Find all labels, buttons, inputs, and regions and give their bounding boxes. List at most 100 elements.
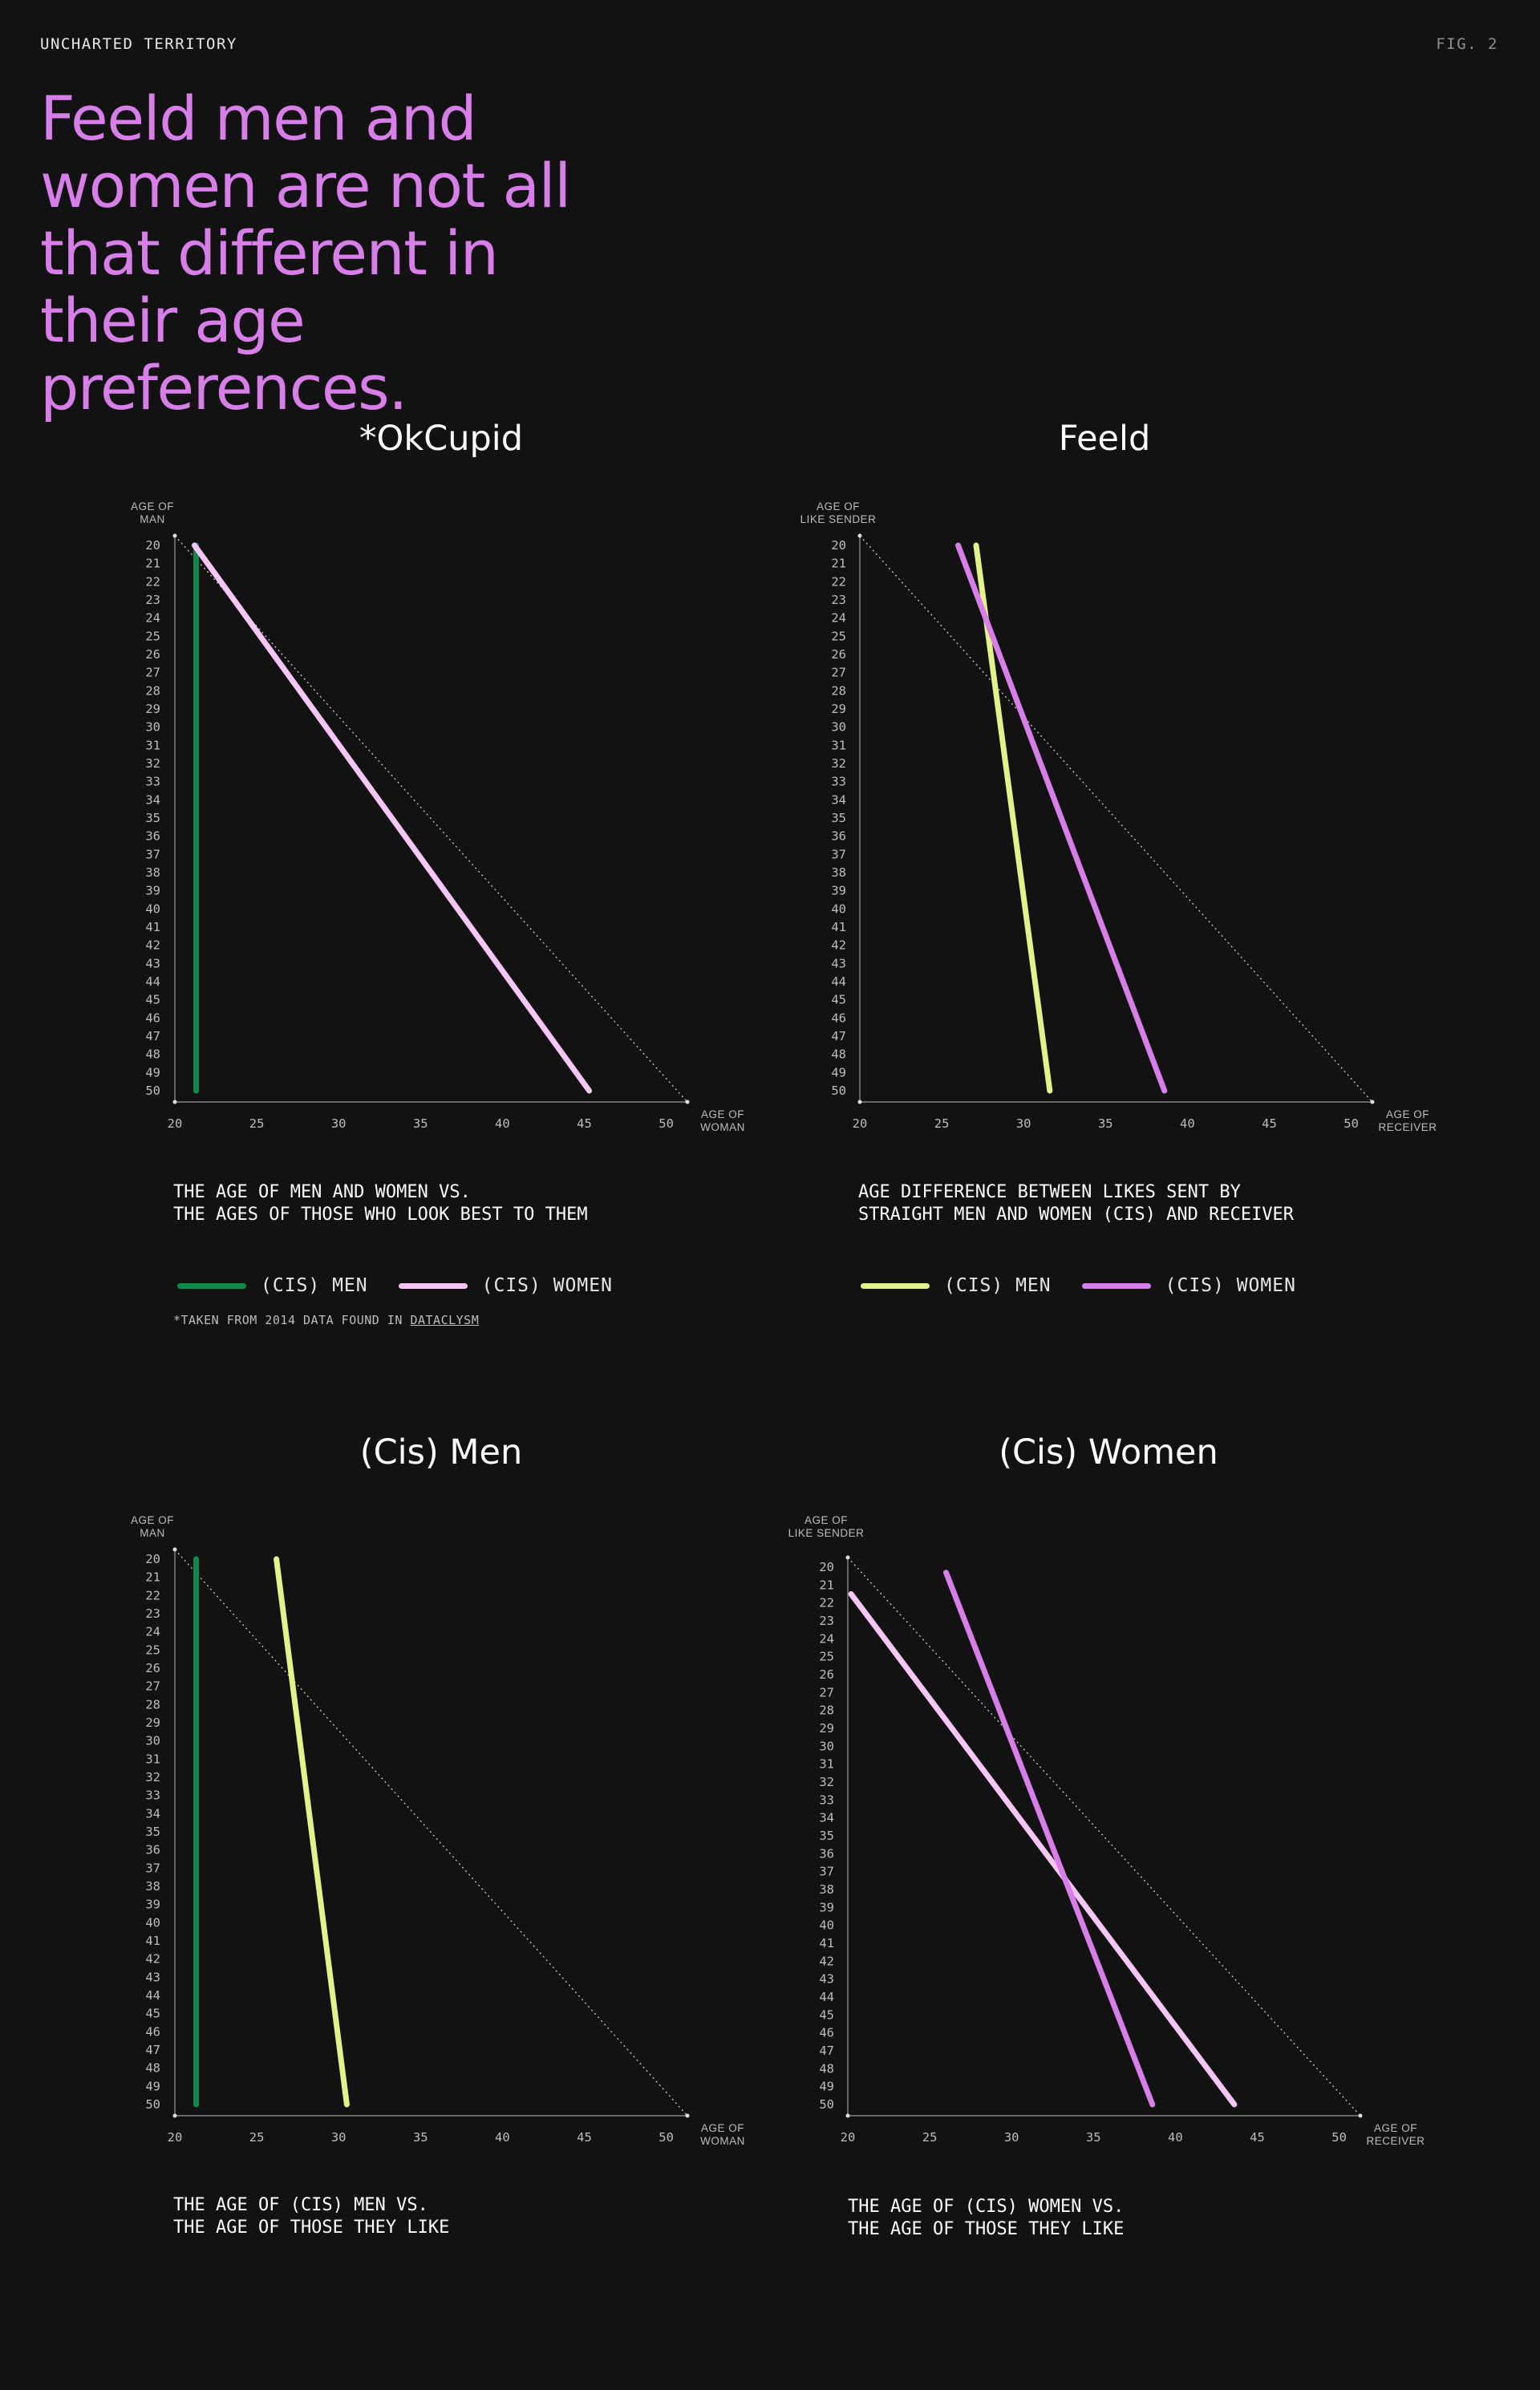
y-tick-label: 30 (145, 720, 160, 735)
y-tick-label: 46 (831, 1011, 846, 1025)
y-tick-label: 32 (145, 1770, 160, 1784)
y-tick-label: 39 (145, 1898, 160, 1912)
x-axis-end-dot (1370, 1100, 1375, 1104)
y-tick-label: 42 (831, 938, 846, 953)
y-tick-label: 45 (819, 2007, 834, 2022)
series-line-1 (192, 542, 593, 1094)
y-tick-label: 27 (819, 1685, 834, 1699)
x-tick-label: 50 (1331, 2130, 1347, 2145)
x-tick-label: 20 (168, 1116, 183, 1131)
y-tick-label: 48 (831, 1047, 846, 1062)
x-axis-end-dot (685, 1100, 690, 1104)
series-line-1 (943, 1570, 1156, 2108)
y-tick-label: 33 (831, 775, 846, 789)
y-tick-label: 50 (831, 1084, 846, 1098)
y-tick-label: 37 (145, 1861, 160, 1875)
y-tick-label: 48 (145, 2061, 160, 2076)
x-tick-label: 45 (577, 1116, 592, 1131)
axis-origin-dot (857, 1100, 862, 1104)
y-tick-label: 49 (145, 1065, 160, 1080)
y-tick-label: 47 (819, 2044, 834, 2058)
y-tick-label: 27 (831, 666, 846, 680)
legend-label-women: (CIS) WOMEN (1165, 1275, 1296, 1296)
y-tick-label: 48 (145, 1047, 160, 1062)
y-tick-label: 36 (831, 829, 846, 844)
y-axis-label: AGE OF LIKE SENDER (788, 1514, 865, 1539)
x-tick-label: 45 (1250, 2130, 1265, 2145)
chart-cis-women: 20 21 22 23 24 25 26 27 28 29 30 31 32 33 34 35 36 37 38 39… (788, 1514, 1424, 2147)
y-tick-label: 41 (145, 1934, 160, 1948)
x-axis-end-dot (685, 2113, 690, 2118)
y-tick-label: 43 (831, 956, 846, 970)
y-tick-label: 32 (831, 756, 846, 771)
y-tick-label: 38 (145, 865, 160, 880)
y-tick-label: 29 (145, 1716, 160, 1730)
y-tick-label: 38 (819, 1882, 834, 1897)
y-tick-label: 22 (145, 1588, 160, 1602)
chart-okcupid: 20 21 22 23 24 25 26 27 28 29 30 31 32 33 34 35 36 37 38 39… (131, 500, 744, 1133)
headline: Feeld men and women are not all that dif… (40, 83, 571, 423)
y-tick-label: 41 (819, 1936, 834, 1950)
y-tick-label: 28 (819, 1703, 834, 1718)
y-tick-label: 25 (145, 1643, 160, 1657)
y-tick-label: 34 (831, 792, 846, 807)
reference-diagonal (174, 1549, 688, 2117)
y-tick-label: 40 (145, 901, 160, 916)
x-axis-label: AGE OF WOMAN (700, 2122, 745, 2147)
y-axis-label: AGE OF LIKE SENDER (800, 500, 877, 525)
y-tick-label: 33 (145, 775, 160, 789)
reference-diagonal (174, 535, 688, 1103)
footnote: *TAKEN FROM 2014 DATA FOUND IN DATACLYSM (173, 1313, 479, 1327)
y-tick-label: 35 (145, 811, 160, 825)
y-tick-label: 29 (819, 1721, 834, 1736)
y-tick-label: 24 (145, 1625, 160, 1639)
y-tick-label: 42 (145, 938, 160, 953)
legend-swatch-women (1081, 1282, 1151, 1289)
y-tick-label: 22 (145, 574, 160, 589)
y-tick-label: 35 (819, 1829, 834, 1843)
x-tick-label: 40 (1168, 2130, 1183, 2145)
y-tick-label: 38 (145, 1879, 160, 1894)
x-tick-label: 45 (577, 2130, 592, 2145)
x-tick-label: 45 (1262, 1116, 1277, 1131)
caption-line: THE AGES OF THOSE WHO LOOK BEST TO THEM (173, 1205, 588, 1225)
x-tick-label: 35 (1086, 2130, 1101, 2145)
x-tick-label: 20 (168, 2130, 183, 2145)
y-tick-label: 21 (145, 1570, 160, 1585)
y-tick-label: 38 (831, 865, 846, 880)
y-tick-label: 45 (145, 2007, 160, 2021)
legend-swatch-women (398, 1282, 468, 1289)
legend-label-men: (CIS) MEN (944, 1275, 1052, 1296)
x-tick-label: 20 (841, 2130, 856, 2145)
y-tick-label: 36 (819, 1846, 834, 1861)
y-tick-label: 31 (819, 1757, 834, 1772)
y-tick-label: 25 (819, 1650, 834, 1664)
y-tick-label: 33 (819, 1792, 834, 1807)
x-tick-label: 40 (495, 2130, 510, 2145)
y-tick-label: 31 (145, 1752, 160, 1766)
y-tick-label: 21 (819, 1578, 834, 1592)
legend-swatch-men (177, 1282, 246, 1289)
reference-diagonal (859, 535, 1373, 1103)
y-tick-label: 34 (145, 792, 160, 807)
x-tick-label: 25 (922, 2130, 938, 2145)
chart-title-okcupid: *OkCupid (359, 419, 524, 459)
y-tick-label: 44 (145, 1988, 160, 2003)
y-tick-label: 25 (831, 629, 846, 643)
y-tick-label: 43 (145, 956, 160, 970)
y-tick-label: 45 (145, 993, 160, 1007)
y-tick-label: 28 (145, 1697, 160, 1711)
x-tick-label: 40 (1180, 1116, 1195, 1131)
x-tick-label: 20 (853, 1116, 868, 1131)
dataclysm-link[interactable]: DATACLYSM (410, 1313, 480, 1327)
y-tick-label: 21 (145, 557, 160, 571)
legend-okcupid: (CIS) MEN (CIS) WOMEN (177, 1275, 613, 1296)
y-tick-label: 39 (145, 884, 160, 898)
y-tick-label: 22 (819, 1596, 834, 1610)
y-tick-label: 24 (831, 611, 846, 626)
y-tick-label: 36 (145, 829, 160, 844)
y-tick-label: 27 (145, 666, 160, 680)
chart-caption-okcupid: THE AGE OF MEN AND WOMEN VS. THE AGES OF… (173, 1181, 588, 1226)
chart-caption-cis-women: THE AGE OF (CIS) WOMEN VS. THE AGE OF TH… (848, 2196, 1124, 2241)
caption-line: THE AGE OF THOSE THEY LIKE (848, 2219, 1125, 2239)
